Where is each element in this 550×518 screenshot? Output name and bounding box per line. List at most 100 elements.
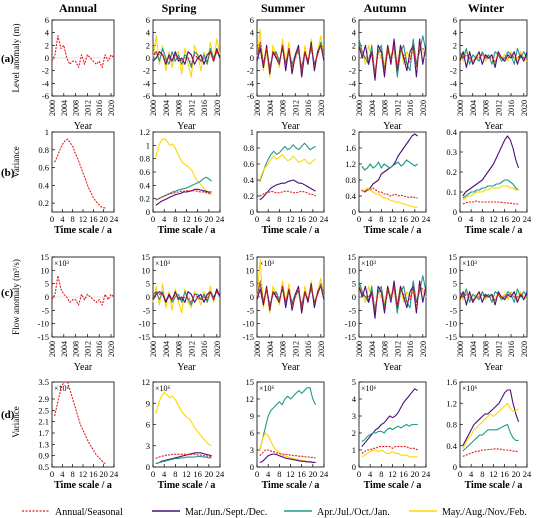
- series-line-3: [459, 54, 527, 62]
- y-tick-label: 2: [250, 40, 254, 50]
- x-tick-label: 2008: [279, 100, 288, 116]
- axis-multiplier: ×10³: [462, 259, 478, 268]
- y-tick-label: 0.8: [345, 175, 356, 185]
- y-tick-label: -5: [143, 305, 150, 315]
- series-line-3: [459, 293, 527, 301]
- x-tick-label: 0: [151, 214, 155, 224]
- x-tick-label: 16: [399, 214, 408, 224]
- series-line-3: [462, 448, 519, 457]
- y-tick-label: 2: [352, 127, 356, 137]
- x-tick-label: 12: [286, 214, 295, 224]
- axis-multiplier: ×10⁶: [155, 384, 171, 393]
- row-label-d: (d): [1, 409, 15, 421]
- x-tick-label: 24: [422, 214, 431, 224]
- series-line-1: [259, 432, 316, 463]
- y-tick-label: 15: [142, 252, 151, 262]
- x-tick-label: 4: [60, 469, 65, 479]
- series-line-0: [462, 389, 520, 447]
- x-tick-label: 8: [173, 214, 177, 224]
- y-tick-label: 0: [453, 462, 457, 472]
- y-tick-label: 4: [453, 28, 458, 38]
- series-line-3: [256, 280, 325, 309]
- y-tick-label: 0: [146, 292, 150, 302]
- y-tick-label: 0.9: [38, 451, 49, 461]
- x-tick-label: 2008: [381, 100, 390, 116]
- x-tick-label: 2000: [456, 341, 465, 357]
- x-tick-label: 20: [411, 214, 420, 224]
- y-tick-label: -2: [450, 66, 457, 76]
- y-tick-label: 6: [250, 15, 254, 25]
- row-label-a: (a): [1, 53, 14, 65]
- x-tick-label: 0: [50, 214, 54, 224]
- y-tick-label: -2: [349, 66, 356, 76]
- y-tick-label: 0: [352, 462, 356, 472]
- y-tick-label: 2.1: [38, 417, 49, 427]
- y-tick-label: 15: [449, 252, 458, 262]
- series-line-0: [462, 135, 520, 197]
- x-tick-label: 8: [379, 214, 383, 224]
- series-line-2: [459, 291, 528, 306]
- x-tick-label: 12: [79, 214, 88, 224]
- y-tick-label: 0: [352, 53, 356, 63]
- x-axis-label: Year: [177, 121, 196, 132]
- column-titles: Annual Spring Summer Autumn Winter: [59, 1, 505, 15]
- y-tick-label: -10: [38, 319, 49, 329]
- y-tick-label: 0.4: [38, 180, 49, 190]
- series-line-3: [361, 187, 418, 208]
- x-tick-label: 4: [368, 214, 373, 224]
- x-tick-label: 16: [297, 214, 306, 224]
- y-tick-label: -4: [349, 78, 357, 88]
- x-tick-label: 2012: [494, 100, 503, 116]
- y-tick-label: 0.4: [243, 175, 254, 185]
- x-tick-label: 20: [512, 469, 521, 479]
- series-line-0: [51, 35, 115, 69]
- plot-frame: [256, 131, 325, 213]
- y-tick-label: 0: [45, 292, 49, 302]
- y-tick-label: 6: [250, 428, 254, 438]
- plot-frame: [51, 131, 115, 213]
- y-tick-label: 5: [352, 377, 356, 387]
- y-tick-label: 0: [250, 207, 254, 217]
- series-line-2: [462, 423, 519, 452]
- x-tick-label: 2000: [149, 100, 158, 116]
- x-tick-label: 0: [255, 469, 259, 479]
- y-tick-label: 2: [146, 40, 150, 50]
- y-tick-label: 6: [453, 15, 457, 25]
- column-title-winter: Winter: [468, 1, 505, 15]
- y-tick-label: -6: [450, 91, 457, 101]
- column-title-autumn: Autumn: [364, 1, 407, 15]
- x-tick-label: 2016: [95, 100, 104, 116]
- series-line-3: [462, 200, 519, 205]
- series-line-3: [152, 291, 221, 303]
- x-axis-label: Time scale / a: [465, 225, 523, 236]
- series-line-1: [361, 159, 418, 171]
- y-tick-label: 15: [41, 252, 50, 262]
- y-tick-label: -15: [243, 332, 254, 342]
- x-tick-label: 2008: [482, 341, 491, 357]
- x-tick-label: 2004: [368, 100, 377, 116]
- x-tick-label: 16: [500, 469, 509, 479]
- x-tick-label: 2016: [200, 100, 209, 116]
- row-y-labels: Level anomaly (m) Variance Flow anomaly …: [11, 24, 21, 438]
- x-tick-label: 2016: [507, 100, 516, 116]
- panel-c4: -15 -10 -5 0 5 10 15 2000 2004 2008 2012 2016 2020 Ye…: [345, 252, 428, 373]
- x-tick-label: 24: [320, 214, 329, 224]
- x-axis-label: Year: [484, 121, 503, 132]
- x-tick-label: 2016: [304, 341, 313, 357]
- x-axis-label: Year: [74, 121, 93, 132]
- series-line-2: [462, 185, 519, 201]
- y-tick-label: -6: [349, 91, 356, 101]
- x-tick-label: 2020: [107, 341, 116, 357]
- x-axis-label: Time scale / a: [262, 225, 320, 236]
- x-tick-label: 12: [489, 469, 498, 479]
- panel-c2: -15 -10 -5 0 5 10 15 2000 2004 2008 2012 2016 2020 Ye…: [139, 252, 222, 373]
- y-tick-label: 10: [449, 265, 458, 275]
- y-label-level-anomaly: Level anomaly (m): [11, 24, 21, 93]
- x-tick-label: 2004: [162, 100, 171, 116]
- x-tick-label: 4: [469, 214, 474, 224]
- x-axis-label: Time scale / a: [262, 480, 320, 491]
- x-tick-label: 2012: [187, 341, 196, 357]
- series-line-0: [361, 388, 418, 447]
